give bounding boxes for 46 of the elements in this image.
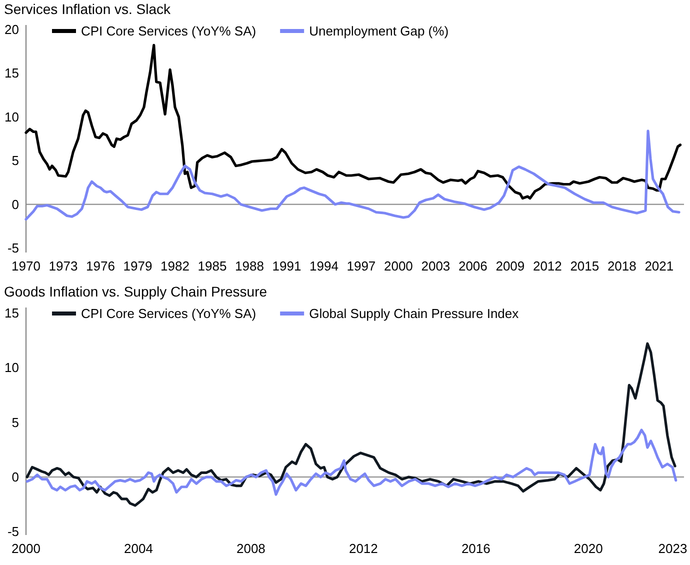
y-tick-label: 10 [4, 360, 19, 376]
x-tick-label: 1979 [123, 258, 152, 274]
y-tick-label: 20 [4, 22, 19, 37]
x-tick-label: 2000 [12, 541, 40, 556]
line-series [26, 428, 678, 496]
x-tick-label: 1985 [198, 258, 227, 274]
x-tick-label: 2003 [421, 258, 450, 274]
y-tick-label: 5 [12, 153, 19, 168]
x-tick-label: 2018 [607, 258, 636, 274]
x-tick-label: 1988 [235, 258, 264, 274]
x-tick-label: 2023 [658, 541, 688, 556]
x-tick-label: 1973 [48, 258, 78, 274]
x-tick-label: 1970 [12, 258, 40, 274]
y-tick-label: 15 [4, 66, 19, 81]
chart-title: Goods Inflation vs. Supply Chain Pressure [4, 284, 268, 300]
y-tick-label: 0 [12, 470, 19, 485]
y-tick-label: -5 [7, 524, 19, 540]
x-tick-label: 2020 [574, 541, 603, 556]
y-tick-label: 5 [12, 414, 19, 430]
line-series [24, 130, 680, 221]
y-tick-label: -5 [7, 240, 19, 256]
x-tick-label: 2016 [461, 541, 490, 556]
chart-title: Services Inflation vs. Slack [4, 1, 172, 17]
x-tick-label: 2004 [124, 541, 153, 556]
legend-label: Unemployment Gap (%) [309, 24, 449, 38]
x-tick-label: 1982 [160, 258, 190, 274]
legend-label: CPI Core Services (YoY% SA) [81, 24, 256, 38]
x-tick-label: 1991 [272, 258, 302, 274]
legend-label: Global Supply Chain Pressure Index [309, 306, 520, 321]
x-tick-label: 2012 [532, 258, 562, 274]
line-series [24, 44, 682, 200]
x-tick-label: 2009 [496, 258, 525, 274]
line-series [26, 342, 676, 507]
x-tick-label: 1976 [86, 258, 115, 274]
x-tick-label: 2015 [570, 258, 600, 274]
x-tick-label: 2021 [644, 258, 674, 274]
x-tick-label: 1997 [346, 258, 376, 274]
y-tick-label: 10 [4, 109, 19, 124]
legend-label: CPI Core Services (YoY% SA) [81, 306, 256, 321]
x-tick-label: 2006 [458, 258, 488, 274]
x-tick-label: 2000 [384, 258, 413, 274]
y-tick-label: 0 [12, 196, 19, 212]
x-tick-label: 1994 [310, 258, 338, 274]
x-tick-label: 2012 [348, 541, 378, 556]
y-tick-label: 15 [4, 305, 19, 320]
x-tick-label: 2008 [236, 541, 266, 556]
